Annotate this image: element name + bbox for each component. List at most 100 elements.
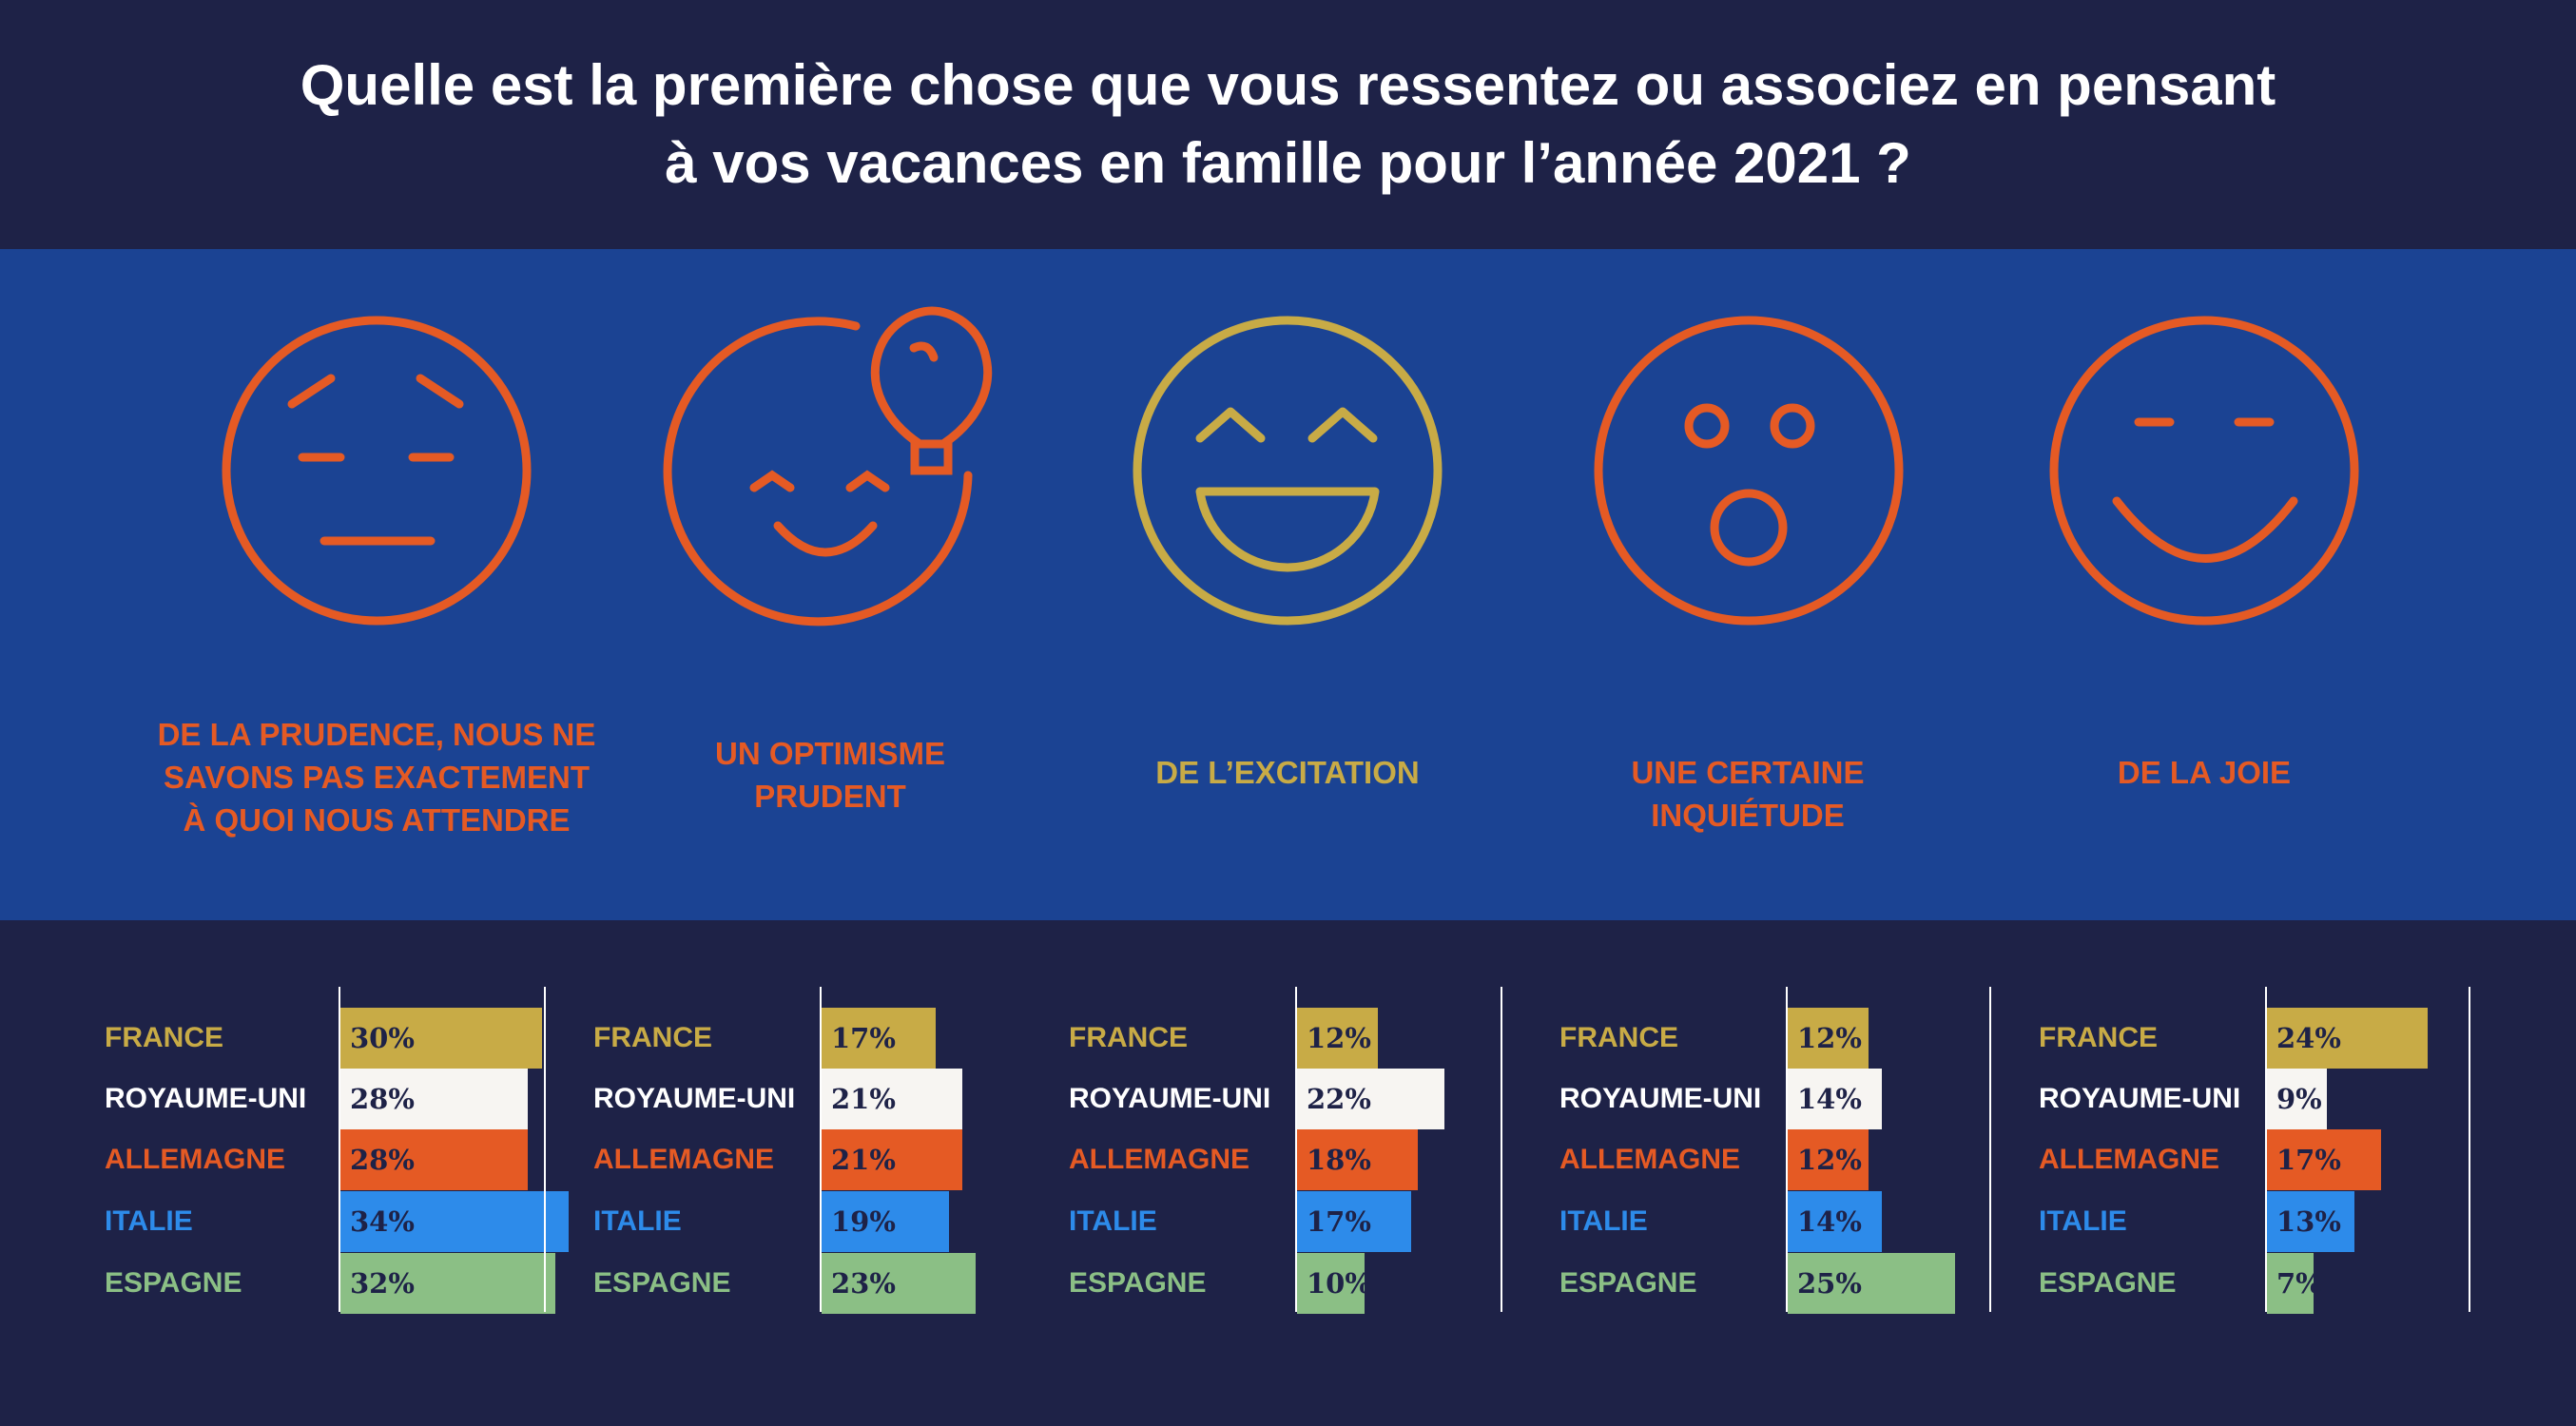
bar-allemagne <box>2267 1129 2381 1190</box>
chart-axis-line <box>2265 987 2267 1312</box>
faces-illustration <box>222 306 2359 626</box>
category-label-royaume-uni: ROYAUME-UNI <box>2039 1083 2241 1114</box>
bar-italie <box>1297 1191 1411 1252</box>
bar-value-label: 22% <box>1307 1083 1371 1115</box>
category-label-royaume-uni: ROYAUME-UNI <box>593 1083 796 1114</box>
faces-band: DE LA PRUDENCE, NOUS NE SAVONS PAS EXACT… <box>0 249 2576 920</box>
group-separator-line <box>2469 987 2470 1312</box>
category-label-france: FRANCE <box>2039 1022 2158 1053</box>
bar-value-label: 23% <box>831 1267 896 1300</box>
bar-italie <box>1788 1191 1882 1252</box>
bar-value-label: 21% <box>831 1144 896 1176</box>
bar-value-label: 24% <box>2276 1022 2341 1054</box>
bar-value-label: 34% <box>350 1205 415 1238</box>
category-label-espagne: ESPAGNE <box>1069 1267 1207 1299</box>
bar-value-label: 13% <box>2276 1205 2341 1238</box>
category-label-france: FRANCE <box>1559 1022 1678 1053</box>
bar-royaume-uni <box>2267 1069 2327 1129</box>
group-separator-line <box>1989 987 1991 1312</box>
bar-espagne <box>340 1253 555 1314</box>
chart-axis-line <box>1295 987 1297 1312</box>
bar-france <box>2267 1008 2428 1069</box>
chart-axis-line <box>1786 987 1788 1312</box>
category-label-allemagne: ALLEMAGNE <box>2039 1144 2219 1175</box>
group-separator-line <box>544 987 546 1312</box>
category-label-france: FRANCE <box>593 1022 712 1053</box>
face-label-optimism: UN OPTIMISME PRUDENT <box>714 736 945 814</box>
bar-italie <box>2267 1191 2354 1252</box>
bar-espagne <box>1297 1253 1365 1314</box>
category-label-espagne: ESPAGNE <box>593 1267 731 1299</box>
group-separator-line <box>1501 987 1502 1312</box>
bar-value-label: 25% <box>1797 1267 1862 1300</box>
category-label-italie: ITALIE <box>1069 1205 1157 1237</box>
bar-italie <box>340 1191 569 1252</box>
bar-allemagne <box>1788 1129 1869 1190</box>
bar-value-label: 12% <box>1797 1144 1862 1176</box>
title-line-2: à vos vacances en famille pour l’année 2… <box>665 131 1911 195</box>
bar-value-label: 28% <box>350 1083 415 1115</box>
category-label-france: FRANCE <box>1069 1022 1188 1053</box>
optimistic-face-lightbulb-icon <box>663 306 993 626</box>
face-label-cautious: DE LA PRUDENCE, NOUS NE SAVONS PAS EXACT… <box>157 717 596 838</box>
bar-value-label: 17% <box>831 1022 896 1054</box>
category-label-france: FRANCE <box>105 1022 223 1053</box>
category-label-allemagne: ALLEMAGNE <box>1559 1144 1740 1175</box>
excited-face-icon <box>1133 316 1443 626</box>
category-label-italie: ITALIE <box>593 1205 682 1237</box>
bar-value-label: 12% <box>1797 1022 1862 1054</box>
bar-value-label: 10% <box>1307 1267 1371 1300</box>
bar-value-label: 14% <box>1797 1205 1862 1238</box>
bar-value-label: 21% <box>831 1083 896 1115</box>
category-label-royaume-uni: ROYAUME-UNI <box>1559 1083 1762 1114</box>
bar-value-label: 14% <box>1797 1083 1862 1115</box>
joyful-face-icon <box>2049 316 2359 626</box>
bar-royaume-uni <box>1297 1069 1444 1129</box>
bar-value-label: 19% <box>831 1205 896 1238</box>
bar-espagne <box>822 1253 976 1314</box>
bar-france <box>1788 1008 1869 1069</box>
bar-value-label: 7% <box>2276 1267 2322 1300</box>
category-label-allemagne: ALLEMAGNE <box>105 1144 285 1175</box>
bar-france <box>1297 1008 1378 1069</box>
bar-france <box>822 1008 936 1069</box>
face-label-excitement: DE L’EXCITATION <box>1155 755 1420 790</box>
bar-france <box>340 1008 542 1069</box>
bar-royaume-uni <box>340 1069 528 1129</box>
bar-chart-panel: FRANCE 30% ROYAUME-UNI 28% ALLEMAGNE 28% ITALI… <box>0 920 2576 1426</box>
bar-value-label: 28% <box>350 1144 415 1176</box>
cautious-face-icon <box>222 316 532 626</box>
bar-espagne <box>1788 1253 1955 1314</box>
chart-axis-line <box>339 987 340 1312</box>
category-label-royaume-uni: ROYAUME-UNI <box>1069 1083 1271 1114</box>
category-label-espagne: ESPAGNE <box>105 1267 242 1299</box>
title-line-1: Quelle est la première chose que vous re… <box>300 53 2276 117</box>
bar-allemagne <box>1297 1129 1418 1190</box>
category-label-allemagne: ALLEMAGNE <box>593 1144 774 1175</box>
category-label-allemagne: ALLEMAGNE <box>1069 1144 1249 1175</box>
face-label-worry: UNE CERTAINE INQUIÉTUDE <box>1631 755 1865 833</box>
bar-italie <box>822 1191 949 1252</box>
bar-royaume-uni <box>1788 1069 1882 1129</box>
bar-value-label: 17% <box>2276 1144 2341 1176</box>
bar-value-label: 9% <box>2276 1083 2322 1115</box>
bar-allemagne <box>340 1129 528 1190</box>
bar-value-label: 18% <box>1307 1144 1371 1176</box>
category-label-espagne: ESPAGNE <box>1559 1267 1697 1299</box>
bar-royaume-uni <box>822 1069 962 1129</box>
bar-value-label: 32% <box>350 1267 415 1300</box>
chart-axis-line <box>820 987 822 1312</box>
category-label-italie: ITALIE <box>105 1205 193 1237</box>
category-label-royaume-uni: ROYAUME-UNI <box>105 1083 307 1114</box>
bar-allemagne <box>822 1129 962 1190</box>
category-label-espagne: ESPAGNE <box>2039 1267 2177 1299</box>
bar-value-label: 30% <box>350 1022 415 1054</box>
face-label-joy: DE LA JOIE <box>2117 755 2292 790</box>
header: Quelle est la première chose que vous re… <box>0 0 2576 249</box>
surprised-face-icon <box>1594 316 1904 626</box>
bar-value-label: 17% <box>1307 1205 1371 1238</box>
category-label-italie: ITALIE <box>2039 1205 2127 1237</box>
bar-espagne <box>2267 1253 2314 1314</box>
category-label-italie: ITALIE <box>1559 1205 1648 1237</box>
bar-value-label: 12% <box>1307 1022 1371 1054</box>
